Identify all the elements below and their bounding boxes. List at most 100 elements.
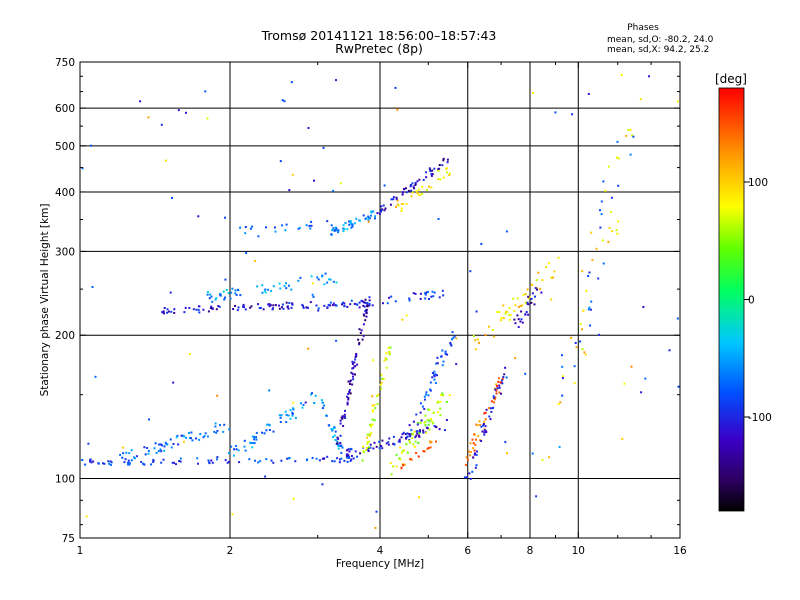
data-point [385, 358, 388, 361]
data-point [291, 411, 294, 414]
data-point [288, 302, 291, 304]
data-point [176, 434, 179, 437]
data-point [347, 456, 350, 459]
data-point [128, 462, 131, 465]
data-point [552, 276, 554, 279]
data-point [243, 439, 246, 442]
data-point [392, 198, 395, 201]
data-point [490, 410, 493, 413]
data-point [198, 438, 201, 441]
data-point [315, 304, 318, 307]
data-point [350, 299, 353, 302]
data-point [227, 460, 230, 463]
data-point [337, 229, 340, 232]
data-point [98, 462, 100, 465]
data-point [317, 278, 320, 281]
data-point [483, 420, 486, 423]
data-point [471, 438, 474, 441]
data-point [373, 404, 376, 407]
data-point [341, 417, 344, 420]
data-point [267, 303, 270, 306]
data-point [325, 414, 328, 417]
data-point [422, 178, 425, 181]
data-point [162, 458, 165, 461]
data-point [230, 291, 233, 294]
data-point [440, 393, 443, 396]
data-point [440, 355, 443, 358]
data-point [444, 353, 447, 355]
data-point [150, 463, 153, 466]
data-point [133, 456, 135, 459]
data-point [349, 447, 352, 450]
data-point [441, 349, 444, 352]
data-point [526, 288, 529, 291]
data-point [374, 217, 376, 220]
data-point [417, 455, 420, 458]
data-point [419, 429, 421, 432]
data-point [387, 347, 390, 350]
data-point [321, 483, 324, 486]
data-point [514, 304, 517, 307]
data-point [202, 436, 205, 439]
data-point [349, 221, 352, 224]
data-point [89, 460, 91, 463]
data-point [305, 306, 308, 309]
data-point [169, 291, 172, 294]
data-point [524, 313, 527, 316]
data-point [430, 440, 433, 443]
data-point [255, 436, 257, 439]
data-point [611, 230, 613, 233]
data-point [208, 297, 211, 300]
data-point [427, 408, 430, 411]
data-point [308, 224, 311, 227]
data-point [498, 310, 501, 313]
data-point [329, 301, 332, 304]
data-point [607, 165, 610, 168]
data-point [373, 419, 376, 422]
data-point [342, 230, 345, 233]
data-point [285, 282, 287, 285]
data-point [405, 191, 408, 194]
data-point [288, 284, 290, 287]
data-point [299, 276, 302, 279]
data-point [475, 464, 478, 467]
data-point [439, 407, 442, 410]
data-point [504, 312, 507, 315]
data-point [343, 413, 346, 416]
data-point [476, 424, 479, 427]
data-point [250, 442, 253, 445]
data-point [312, 295, 315, 298]
data-point [399, 446, 402, 449]
data-point [435, 362, 438, 365]
data-point [346, 456, 349, 459]
data-point [172, 381, 175, 384]
data-point [424, 424, 427, 427]
data-point [278, 414, 281, 417]
data-point [446, 400, 448, 403]
data-point [365, 311, 368, 314]
data-point [403, 463, 406, 466]
data-point [229, 297, 232, 300]
data-point [160, 461, 163, 464]
data-point [405, 443, 408, 446]
data-point [215, 308, 218, 311]
data-point [122, 446, 125, 449]
data-point [270, 290, 273, 292]
data-point [304, 401, 307, 404]
data-point [318, 459, 321, 462]
data-point [582, 309, 585, 312]
data-point [419, 411, 422, 414]
data-point [314, 394, 317, 397]
data-point [587, 275, 590, 277]
data-point [370, 425, 372, 428]
data-point [351, 383, 354, 386]
data-point [408, 299, 411, 302]
data-point [244, 308, 247, 311]
data-point [407, 189, 410, 192]
data-point [421, 185, 424, 188]
data-point [284, 410, 287, 413]
data-point [416, 423, 419, 426]
data-point [430, 174, 433, 177]
data-point [267, 288, 270, 291]
data-point [278, 282, 281, 285]
